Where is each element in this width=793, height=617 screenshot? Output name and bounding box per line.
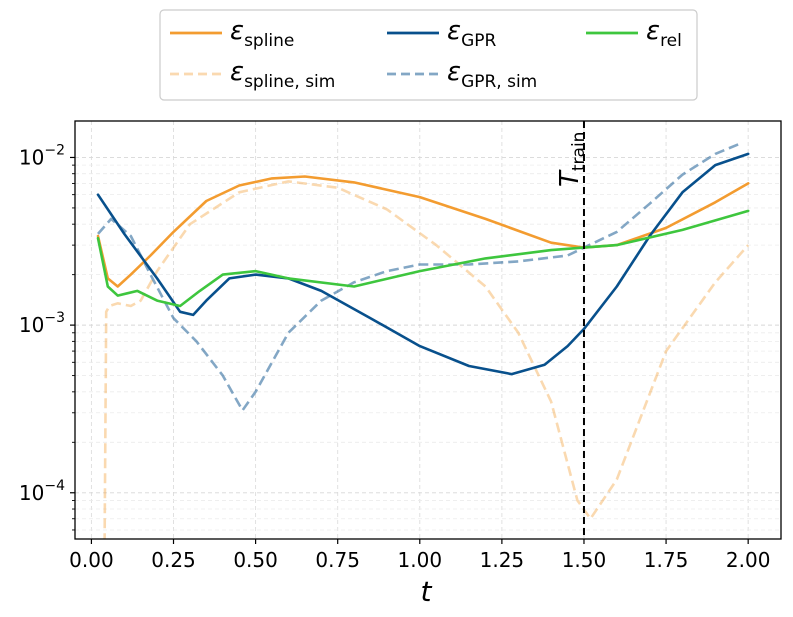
y-tick-label: 10−2 xyxy=(19,142,65,169)
train-time-label-main: T xyxy=(555,169,585,187)
train-time-label: Ttrain xyxy=(555,132,589,187)
train-time-marker: Ttrain xyxy=(555,121,589,539)
series-lines xyxy=(96,141,750,539)
series-line-5 xyxy=(96,209,750,308)
legend-label: εrel xyxy=(646,16,682,51)
y-tick-label: 10−3 xyxy=(19,310,65,337)
x-tick-label: 0.50 xyxy=(233,548,278,572)
y-tick-base: 10 xyxy=(19,481,44,505)
legend-label-main: ε xyxy=(447,16,461,46)
legend-label: εGPR, sim xyxy=(447,57,537,92)
x-axis-ticks: 0.00 0.25 0.50 0.75 1.00 1.25 1.50 1.75 2.00 xyxy=(69,539,770,572)
legend-label-sub: rel xyxy=(660,31,682,51)
legend-label-sub: spline, sim xyxy=(244,72,335,92)
legend-label: εGPR xyxy=(447,16,496,51)
y-tick-base: 10 xyxy=(19,313,44,337)
x-tick-label: 0.75 xyxy=(315,548,360,572)
series-line-2 xyxy=(103,180,750,539)
y-axis-ticks: 10−410−310−2 xyxy=(19,142,75,531)
legend-label-main: ε xyxy=(447,57,461,87)
x-tick-label: 2.00 xyxy=(726,548,771,572)
legend-label-main: ε xyxy=(230,16,244,46)
legend-label: εspline xyxy=(230,16,294,51)
plot-frame xyxy=(74,120,782,540)
y-tick-exponent: −2 xyxy=(44,142,65,158)
y-tick-label: 10−4 xyxy=(19,478,65,505)
x-tick-label: 1.75 xyxy=(644,548,689,572)
x-tick-label: 0.00 xyxy=(69,548,114,572)
legend-label-main: ε xyxy=(646,16,660,46)
legend-label: εspline, sim xyxy=(230,57,335,92)
y-tick-exponent: −3 xyxy=(44,310,65,326)
legend-label-sub: GPR, sim xyxy=(461,72,537,92)
y-tick-exponent: −4 xyxy=(44,478,65,494)
x-axis-label: t xyxy=(421,575,433,608)
grid xyxy=(75,121,781,539)
legend-label-sub: GPR xyxy=(461,31,496,51)
y-tick-base: 10 xyxy=(19,145,44,169)
train-time-label-sub: train xyxy=(569,132,589,172)
legend-box xyxy=(159,9,698,101)
legend-label-sub: spline xyxy=(244,31,294,51)
x-tick-label: 1.25 xyxy=(480,548,525,572)
legend-label-main: ε xyxy=(230,57,244,87)
x-tick-label: 1.50 xyxy=(562,548,607,572)
series-line-3 xyxy=(96,152,750,376)
x-tick-label: 0.25 xyxy=(151,548,196,572)
x-tick-label: 1.00 xyxy=(398,548,443,572)
